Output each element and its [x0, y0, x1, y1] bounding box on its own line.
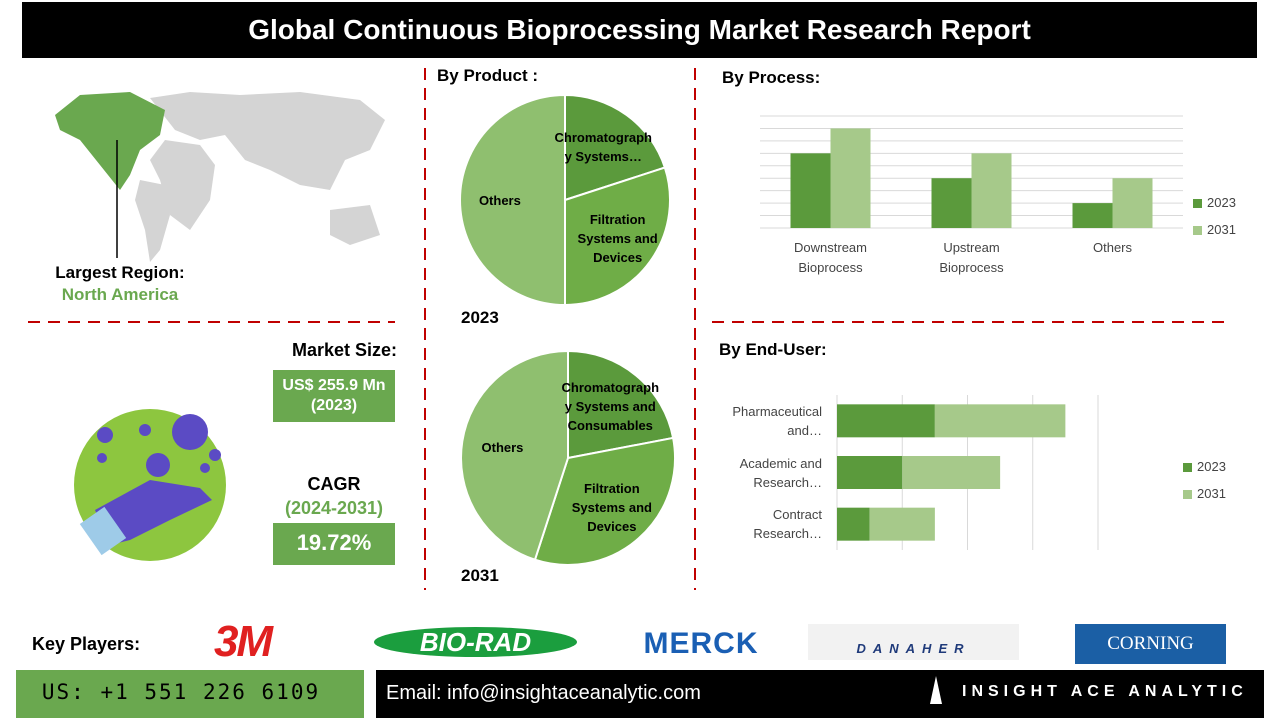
slice-label: Chromatography Systems and Consumables	[561, 380, 660, 434]
pie-slice	[533, 436, 676, 566]
pie-caption: 2023	[461, 308, 499, 327]
slice-label: Filtration Systems and Devices	[577, 211, 658, 265]
market-size-box	[273, 370, 395, 422]
cagr-value: 19.72%	[296, 530, 372, 555]
legend-swatch	[1183, 463, 1192, 472]
y-tick-label: Contract Research…	[753, 507, 822, 542]
bar	[837, 507, 870, 541]
pie-slice	[459, 93, 566, 307]
cagr-period: (2024-2031)	[284, 498, 384, 518]
legend-swatch	[1193, 199, 1202, 208]
chart-title: By Product :	[437, 66, 539, 85]
logo: BIO-RAD	[374, 627, 577, 657]
brand-mark	[930, 676, 942, 704]
bar	[971, 153, 1012, 228]
pie-slice	[564, 93, 667, 202]
pie-caption: 2031	[461, 566, 499, 585]
legend-swatch	[1193, 226, 1202, 235]
chart-title: By Process:	[722, 68, 821, 87]
report-title: Global Continuous Bioprocessing Market R…	[248, 14, 1031, 45]
dividers	[28, 68, 1228, 590]
logo: MERCK	[643, 627, 759, 660]
pie-slice	[460, 349, 569, 562]
bioprocess-icon	[74, 409, 226, 561]
region-value: North America	[61, 285, 179, 304]
legend-label: 2023	[1207, 195, 1236, 210]
legend-label: 2031	[1207, 222, 1236, 237]
pie-slice	[567, 349, 675, 460]
email-box	[376, 670, 1264, 718]
slice-label: Filtration Systems and Devices	[571, 481, 652, 535]
cagr-label: CAGR	[307, 474, 361, 494]
bar	[837, 404, 935, 438]
slice-label: Chromatography Systems…	[554, 130, 653, 165]
phone: US: +1 551 226 6109	[41, 680, 321, 704]
bar	[869, 507, 935, 541]
key-players-label: Key Players:	[32, 634, 141, 654]
y-tick-label: Pharmaceutical and…	[732, 403, 822, 438]
bar	[934, 404, 1066, 438]
chart-title: By End-User:	[719, 340, 827, 359]
region-label: Largest Region:	[55, 263, 185, 282]
phone-box	[16, 670, 364, 718]
bar	[830, 128, 871, 228]
x-tick-label: Downstream Bioprocess	[794, 240, 867, 275]
bar	[790, 153, 831, 228]
brand: INSIGHT ACE ANALYTIC	[962, 683, 1248, 700]
bar	[1072, 203, 1113, 228]
title-bar	[22, 2, 1257, 58]
bar	[1112, 178, 1153, 228]
pie-slice	[564, 166, 671, 307]
logo: DANAHER	[808, 624, 1019, 660]
legend-label: 2031	[1197, 486, 1226, 501]
cagr-box	[273, 523, 395, 565]
bar	[837, 456, 903, 489]
slice-label: Others	[481, 440, 524, 456]
market-size-label: Market Size:	[291, 340, 397, 360]
bar	[931, 178, 972, 228]
legend-swatch	[1183, 490, 1192, 499]
market-size-value: US$ 255.9 Mn (2023)	[282, 377, 386, 414]
bar	[902, 456, 1001, 489]
world-map	[135, 92, 385, 262]
north-america	[55, 92, 165, 190]
email: Email: info@insightaceanalytic.com	[386, 682, 701, 704]
logo: CORNING	[1075, 624, 1226, 664]
slice-label: Others	[478, 192, 521, 208]
y-tick-label: Academic and Research…	[739, 455, 822, 490]
legend-label: 2023	[1197, 459, 1226, 474]
logo: 3M	[213, 617, 273, 666]
x-tick-label: Others	[1092, 240, 1132, 255]
x-tick-label: Upstream Bioprocess	[939, 240, 1004, 275]
